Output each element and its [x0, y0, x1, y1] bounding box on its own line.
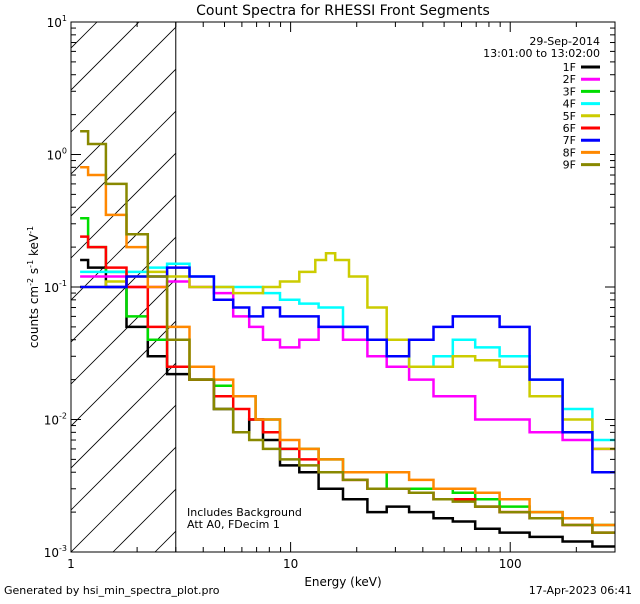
y-tick-label: 10-2 [44, 412, 67, 428]
y-tick-exponent: -3 [59, 544, 67, 553]
hatch-line [71, 404, 176, 511]
annotation-background: Includes Background [187, 506, 302, 519]
y-tick-base: 10 [47, 149, 62, 163]
x-tick-label: 10 [283, 557, 298, 571]
hatch-line [71, 68, 176, 175]
series-layer [80, 129, 615, 548]
y-tick-exponent: 0 [62, 147, 67, 156]
x-tick-label: 100 [499, 557, 522, 571]
legend-label-8F: 8F [563, 146, 576, 159]
axis-ticks [70, 21, 616, 553]
y-tick-base: 10 [44, 414, 59, 428]
legend-label-1F: 1F [563, 61, 576, 74]
series-line-1F [80, 258, 615, 548]
y-tick-label: 10-1 [44, 279, 67, 295]
series-line-4F [80, 262, 615, 442]
legend-label-4F: 4F [563, 98, 576, 111]
footer-generated-by: Generated by hsi_min_spectra_plot.pro [4, 584, 220, 597]
x-tick-label: 1 [67, 557, 75, 571]
y-tick-exponent: 1 [62, 14, 67, 23]
legend-label-5F: 5F [563, 110, 576, 123]
y-axis-label-mid2: keV [27, 233, 41, 260]
footer-timestamp: 17-Apr-2023 06:41 [529, 584, 632, 597]
y-tick-base: 10 [44, 546, 59, 560]
annotation-attenuator: Att A0, FDecim 1 [187, 518, 280, 531]
annotations: Includes Background Att A0, FDecim 1 [187, 506, 302, 531]
y-tick-base: 10 [47, 16, 62, 30]
y-tick-label: 101 [47, 14, 67, 30]
legend-label-3F: 3F [563, 85, 576, 98]
y-axis-label-sup3: -1 [26, 226, 35, 234]
legend-label-7F: 7F [563, 134, 576, 147]
y-axis-label-sup2: -1 [26, 260, 35, 268]
legend-label-6F: 6F [563, 122, 576, 135]
series-line-7F [80, 266, 615, 474]
y-tick-exponent: -2 [59, 412, 67, 421]
legend-background [470, 32, 610, 164]
legend-date: 29-Sep-2014 [529, 35, 600, 48]
hatch-line [71, 26, 176, 133]
chart-title: Count Spectra for RHESSI Front Segments [196, 3, 490, 19]
legend-label-9F: 9F [563, 159, 576, 172]
y-tick-base: 10 [44, 281, 59, 295]
y-axis-label-mid: s [27, 268, 41, 278]
y-tick-label: 100 [47, 147, 67, 163]
legend-label-2F: 2F [563, 73, 576, 86]
y-axis-label-sup1: -2 [26, 278, 35, 286]
y-tick-label: 10-3 [44, 544, 67, 560]
x-tick-labels: 1 10 100 [67, 557, 521, 571]
hatch-line [71, 446, 176, 552]
x-axis-label: Energy (keV) [304, 575, 381, 589]
series-line-2F [80, 275, 615, 451]
series-line-9F [80, 129, 615, 534]
y-tick-exponent: -1 [59, 279, 67, 288]
y-axis-label-main: counts cm [27, 286, 41, 348]
legend-time-range: 13:01:00 to 13:02:00 [483, 47, 600, 60]
hatch-line [71, 362, 176, 469]
y-axis-label: counts cm-2 s-1 keV-1 [26, 226, 41, 348]
legend: 29-Sep-2014 13:01:00 to 13:02:00 1F2F3F4… [470, 32, 610, 172]
